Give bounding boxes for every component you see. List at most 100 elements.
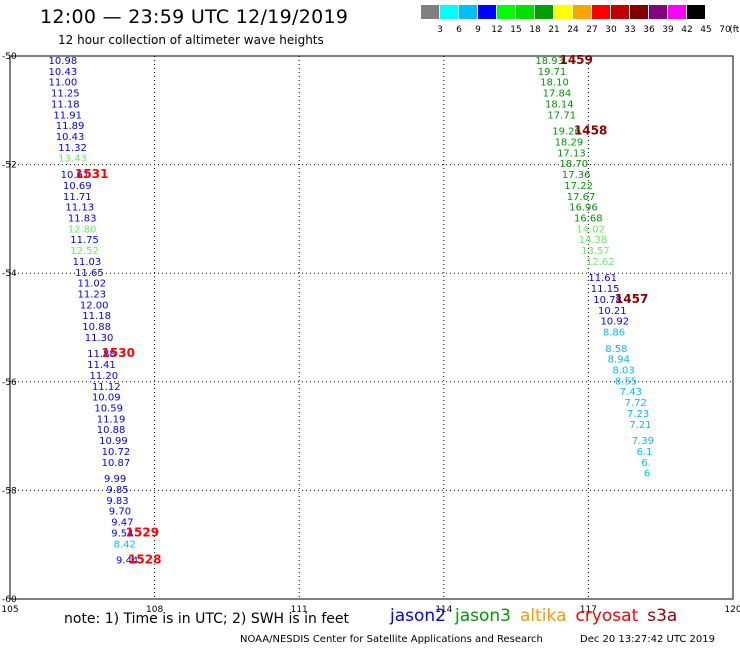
legend-swatch: [478, 5, 496, 19]
legend-label: 6: [456, 25, 462, 35]
wave-height-label: 10.92: [600, 317, 629, 328]
wave-height-label: 11.02: [77, 279, 106, 290]
legend-swatch: [611, 5, 629, 19]
wave-height-label: 11.30: [85, 333, 114, 344]
wave-height-label: 11.65: [75, 268, 104, 279]
wave-height-label: 11.20: [90, 371, 119, 382]
wave-height-label: 9.54: [111, 528, 133, 539]
wave-height-label: 16.96: [569, 203, 598, 214]
wave-height-label: 7.43: [620, 387, 642, 398]
wave-height-label: 12.52: [70, 246, 99, 257]
wave-height-label: 18.10: [540, 78, 569, 89]
wave-height-label: 14.38: [579, 235, 608, 246]
footnote: note: 1) Time is in UTC; 2) SWH is in fe…: [64, 611, 350, 627]
x-tick-label: 114: [435, 605, 452, 615]
wave-height-label: 9.47: [111, 518, 133, 529]
wave-height-label: 10.72: [102, 447, 131, 458]
y-tick-label: -54: [2, 269, 17, 279]
wave-height-label: 17.13: [557, 148, 586, 159]
page-title: 12:00 — 23:59 UTC 12/19/2019: [40, 6, 349, 28]
wave-height-label: 11.13: [65, 203, 94, 214]
legend-label: 9: [475, 25, 481, 35]
wave-height-label: 16.68: [574, 213, 603, 224]
wave-height-label: 17.22: [564, 181, 593, 192]
wave-height-label: 8.86: [603, 328, 625, 339]
wave-height-label: 11.12: [92, 382, 121, 393]
wave-height-label: 8.94: [608, 355, 630, 366]
legend-label: 39: [662, 25, 674, 35]
wave-height-label: 10.59: [94, 404, 123, 415]
wave-height-label: 13.57: [581, 246, 610, 257]
x-tick-label: 120: [724, 605, 740, 615]
wave-height-label: 11.03: [73, 257, 102, 268]
y-tick-label: -52: [2, 161, 17, 171]
legend-label: 27: [586, 25, 598, 35]
satellite-label: jason2: [390, 606, 446, 626]
wave-height-label: 7.23: [627, 409, 649, 420]
wave-height-label: 11.83: [68, 213, 97, 224]
wave-height-label: 7.21: [629, 420, 651, 431]
y-tick-label: -50: [2, 52, 17, 62]
wave-height-label: 11.19: [97, 414, 126, 425]
legend-swatch: [535, 5, 553, 19]
satellite-label: s3a: [647, 606, 678, 626]
wave-height-label: 9.99: [104, 474, 126, 485]
legend-label: 42: [681, 25, 693, 35]
wave-height-label: 6.1: [637, 447, 653, 458]
wave-height-label: 12.00: [80, 300, 109, 311]
legend-swatch: [459, 5, 477, 19]
legend-label: 3: [437, 25, 443, 35]
wave-height-label: 10.09: [92, 393, 121, 404]
pass-time-label: 1458: [574, 124, 607, 138]
plot-frame: [9, 55, 734, 600]
pass-time-label: 1531: [75, 167, 108, 181]
legend-swatch: [421, 5, 439, 19]
wave-height-label: 9.83: [106, 496, 128, 507]
wave-height-label: 11.25: [51, 89, 80, 100]
wave-height-label: 11.91: [53, 110, 82, 121]
legend-swatch: [592, 5, 610, 19]
wave-height-label: 11.32: [58, 143, 87, 154]
legend-label: 33: [624, 25, 636, 35]
wave-height-label: 9.70: [109, 507, 131, 518]
wave-height-label: 18.93: [535, 56, 564, 67]
legend-swatch: [573, 5, 591, 19]
legend-swatch: [649, 5, 667, 19]
wave-height-label: 8.55: [615, 376, 637, 387]
wave-height-label: 10.88: [97, 425, 126, 436]
legend-label: 70: [719, 25, 731, 35]
y-tick-label: -58: [2, 486, 17, 496]
legend-label: (ft): [729, 25, 740, 35]
satellite-label: cryosat: [575, 606, 639, 626]
wave-height-label: 11.18: [82, 311, 111, 322]
wave-height-label: 10.43: [49, 67, 78, 78]
wave-height-label: 11.71: [63, 192, 92, 203]
wave-height-label: 10.98: [49, 56, 78, 67]
legend-swatch: [516, 5, 534, 19]
x-tick-label: 108: [146, 605, 163, 615]
wave-height-label: 17.84: [543, 89, 572, 100]
legend-swatch: [440, 5, 458, 19]
wave-height-label: 17.67: [567, 192, 596, 203]
legend-swatch: [687, 5, 705, 19]
legend-label: 18: [529, 25, 541, 35]
x-tick-label: 117: [580, 605, 597, 615]
satellite-label: jason3: [455, 606, 511, 626]
wave-height-label: 11.88: [87, 349, 116, 360]
wave-height-label: 7.72: [625, 398, 647, 409]
wave-height-label: 18.29: [555, 137, 584, 148]
wave-height-label: 10.61: [61, 170, 90, 181]
wave-height-label: 10.99: [99, 436, 128, 447]
wave-height-label: 12.80: [68, 224, 97, 235]
wave-height-label: 11.89: [56, 121, 85, 132]
wave-height-label: 11.41: [87, 360, 116, 371]
wave-height-label: 10.21: [598, 306, 627, 317]
wave-height-label: 9.44: [116, 556, 138, 567]
legend-label: 45: [700, 25, 712, 35]
legend-swatch: [668, 5, 686, 19]
wave-height-label: 17.36: [562, 170, 591, 181]
x-tick-label: 105: [1, 605, 18, 615]
wave-height-label: 11.18: [51, 99, 80, 110]
credit-text: NOAA/NESDIS Center for Satellite Applica…: [240, 634, 543, 645]
